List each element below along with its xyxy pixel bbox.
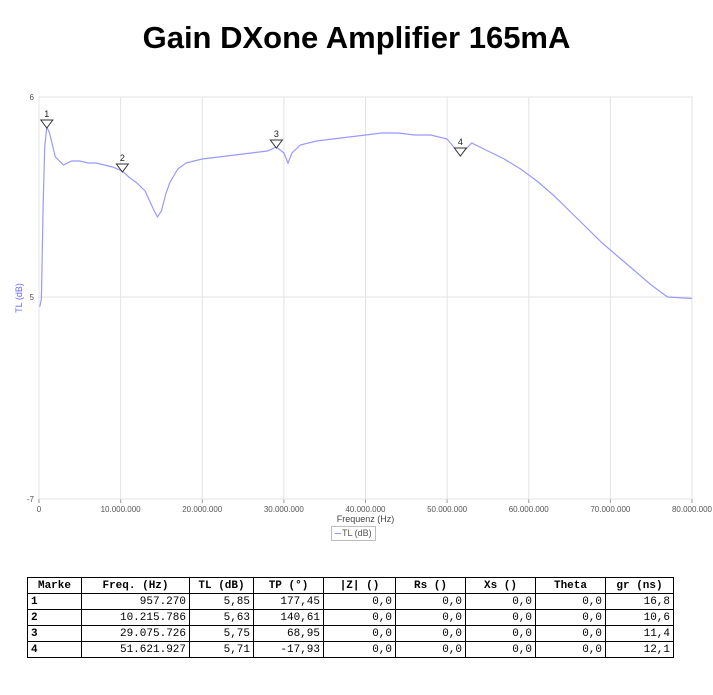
table-row: 1 957.270 5,85 177,45 0,0 0,0 0,0 0,0 16,8: [27, 593, 674, 610]
table-cell: 0,0: [323, 593, 396, 610]
table-cell: 16,8: [605, 593, 674, 610]
table-cell: 0,0: [465, 593, 536, 610]
marker-4: [453, 147, 468, 157]
x-tick-label: 20.000.000: [182, 505, 223, 514]
table-cell: 4: [27, 641, 82, 658]
table-header-cell: TP (°): [253, 577, 324, 594]
table-row: 4 51.621.927 5,71 -17,93 0,0 0,0 0,0 0,0 12,1: [27, 641, 674, 658]
marker-table-header: Marke Freq. (Hz) TL (dB) TP (°) |Z| () Rs () X…: [27, 577, 674, 594]
table-header-cell: Freq. (Hz): [81, 577, 190, 594]
table-cell: 5,85: [189, 593, 254, 610]
table-cell: 0,0: [535, 609, 606, 626]
table-cell: 51.621.927: [81, 641, 190, 658]
table-cell: 11,4: [605, 625, 674, 642]
table-cell: 5,71: [189, 641, 254, 658]
table-cell: 177,45: [253, 593, 324, 610]
table-header-cell: Marke: [27, 577, 82, 594]
table-cell: 3: [27, 625, 82, 642]
x-tick-label: 40.000.000: [345, 505, 386, 514]
x-tick-label: 50.000.000: [427, 505, 468, 514]
y-tick-label: 6: [30, 93, 35, 102]
table-cell: 29.075.726: [81, 625, 190, 642]
table-header-cell: |Z| (): [323, 577, 396, 594]
table-cell: 0,0: [465, 625, 536, 642]
marker-table-body: 1 957.270 5,85 177,45 0,0 0,0 0,0 0,0 16,8 2 10.21…: [27, 593, 674, 658]
legend-label: TL (dB): [342, 528, 372, 538]
table-cell: -17,93: [253, 641, 324, 658]
marker-label: 1: [44, 109, 49, 119]
marker-table: Marke Freq. (Hz) TL (dB) TP (°) |Z| () Rs () X…: [27, 577, 674, 658]
marker-3: [269, 139, 284, 149]
table-cell: 140,61: [253, 609, 324, 626]
x-tick-label: 10.000.000: [101, 505, 142, 514]
table-row: 2 10.215.786 5,63 140,61 0,0 0,0 0,0 0,0 10,6: [27, 609, 674, 626]
table-cell: 0,0: [323, 625, 396, 642]
y-tick-label: 5: [30, 293, 35, 302]
x-tick-label: 30.000.000: [264, 505, 305, 514]
x-tick-label: 80.000.000: [672, 505, 713, 514]
table-cell: 12,1: [605, 641, 674, 658]
marker-label: 3: [274, 129, 279, 139]
table-row: 3 29.075.726 5,75 68,95 0,0 0,0 0,0 0,0 11,4: [27, 625, 674, 642]
marker-label: 4: [458, 137, 463, 147]
table-header-cell: Theta: [535, 577, 606, 594]
table-header-cell: Rs (): [395, 577, 466, 594]
table-cell: 2: [27, 609, 82, 626]
line-chart: 0 10.000.000 20.000.000 30.000.000 40.000.00…: [14, 93, 713, 524]
table-cell: 0,0: [395, 593, 466, 610]
marker-label: 2: [120, 153, 125, 163]
y-axis-title: TL (dB): [14, 283, 24, 313]
table-cell: 10.215.786: [81, 609, 190, 626]
table-cell: 0,0: [395, 625, 466, 642]
table-cell: 0,0: [323, 641, 396, 658]
table-cell: 0,0: [323, 609, 396, 626]
table-cell: 5,63: [189, 609, 254, 626]
x-axis-title: Frequenz (Hz): [337, 514, 395, 524]
x-tick-label: 0: [37, 505, 42, 514]
x-tick-label: 60.000.000: [509, 505, 550, 514]
table-header-cell: TL (dB): [189, 577, 254, 594]
marker-2: [115, 163, 130, 173]
table-cell: 0,0: [395, 609, 466, 626]
legend-swatch: [335, 533, 341, 535]
table-header-cell: Xs (): [465, 577, 536, 594]
y-tick-label: -7: [27, 495, 35, 504]
table-cell: 0,0: [535, 641, 606, 658]
chart-title: Gain DXone Amplifier 165mA: [142, 20, 571, 55]
marker-1: [39, 119, 54, 129]
table-header-cell: gr (ns): [605, 577, 674, 594]
table-cell: 957.270: [81, 593, 190, 610]
table-cell: 1: [27, 593, 82, 610]
table-cell: 0,0: [535, 625, 606, 642]
x-tick-label: 70.000.000: [590, 505, 631, 514]
table-cell: 0,0: [465, 609, 536, 626]
table-cell: 5,75: [189, 625, 254, 642]
table-cell: 0,0: [395, 641, 466, 658]
table-cell: 10,6: [605, 609, 674, 626]
table-cell: 68,95: [253, 625, 324, 642]
chart-legend[interactable]: TL (dB): [331, 526, 376, 541]
table-cell: 0,0: [535, 593, 606, 610]
series-line: [39, 124, 693, 307]
table-cell: 0,0: [465, 641, 536, 658]
